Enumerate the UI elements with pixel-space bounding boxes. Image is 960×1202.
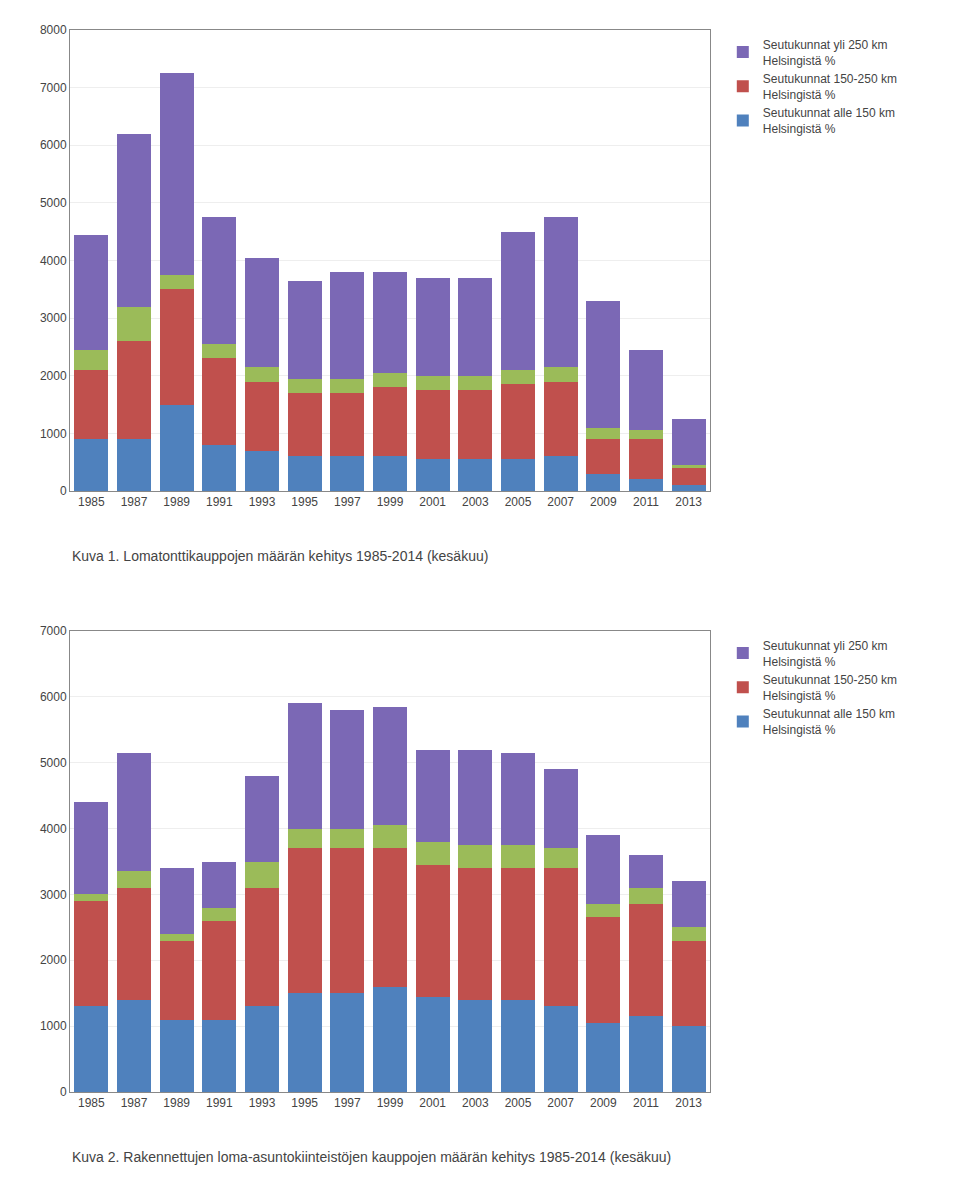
- svg-text:2001: 2001: [419, 1096, 446, 1110]
- svg-text:8000: 8000: [40, 23, 67, 37]
- svg-text:Kuva 1. Lomatonttikauppojen mä: Kuva 1. Lomatonttikauppojen määrän kehit…: [72, 548, 488, 564]
- svg-text:2003: 2003: [462, 495, 489, 509]
- svg-text:1985: 1985: [78, 1096, 105, 1110]
- svg-text:1991: 1991: [206, 1096, 233, 1110]
- svg-text:3000: 3000: [40, 888, 67, 902]
- svg-text:1987: 1987: [121, 1096, 148, 1110]
- svg-text:6000: 6000: [40, 690, 67, 704]
- svg-text:0: 0: [60, 1085, 67, 1099]
- svg-text:1995: 1995: [291, 495, 318, 509]
- svg-text:Kuva 2. Rakennettujen loma-asu: Kuva 2. Rakennettujen loma-asuntokiintei…: [72, 1149, 671, 1165]
- svg-text:Seutukunnat alle 150 kmHelsing: Seutukunnat alle 150 kmHelsingistä %: [763, 106, 895, 136]
- svg-text:1987: 1987: [121, 495, 148, 509]
- svg-text:2000: 2000: [40, 953, 67, 967]
- svg-text:1993: 1993: [249, 1096, 276, 1110]
- svg-text:2007: 2007: [547, 495, 574, 509]
- svg-text:2011: 2011: [633, 495, 659, 509]
- svg-text:3000: 3000: [40, 311, 67, 325]
- svg-text:1991: 1991: [206, 495, 233, 509]
- svg-text:Seutukunnat 150-250 kmHelsingi: Seutukunnat 150-250 kmHelsingistä %: [763, 72, 897, 102]
- svg-text:6000: 6000: [40, 138, 67, 152]
- svg-text:0: 0: [60, 484, 67, 498]
- svg-text:7000: 7000: [40, 624, 67, 638]
- svg-text:Seutukunnat alle 150 kmHelsing: Seutukunnat alle 150 kmHelsingistä %: [763, 707, 895, 737]
- svg-text:5000: 5000: [40, 756, 67, 770]
- svg-text:1995: 1995: [291, 1096, 318, 1110]
- svg-text:2013: 2013: [675, 495, 702, 509]
- svg-text:Seutukunnat 150-250 kmHelsingi: Seutukunnat 150-250 kmHelsingistä %: [763, 673, 897, 703]
- svg-text:2011: 2011: [633, 1096, 659, 1110]
- svg-text:4000: 4000: [40, 822, 67, 836]
- svg-text:1997: 1997: [334, 495, 361, 509]
- svg-text:7000: 7000: [40, 81, 67, 95]
- svg-text:1000: 1000: [40, 427, 67, 441]
- svg-text:2013: 2013: [675, 1096, 702, 1110]
- svg-text:2009: 2009: [590, 495, 617, 509]
- svg-text:Seutukunnat yli 250 kmHelsingi: Seutukunnat yli 250 kmHelsingistä %: [763, 38, 888, 68]
- svg-text:2003: 2003: [462, 1096, 489, 1110]
- svg-text:1993: 1993: [249, 495, 276, 509]
- svg-text:2001: 2001: [419, 495, 446, 509]
- svg-text:1999: 1999: [377, 495, 404, 509]
- svg-text:2007: 2007: [547, 1096, 574, 1110]
- svg-text:2005: 2005: [505, 1096, 532, 1110]
- svg-text:5000: 5000: [40, 196, 67, 210]
- svg-text:1999: 1999: [377, 1096, 404, 1110]
- svg-text:2000: 2000: [40, 369, 67, 383]
- svg-text:Seutukunnat yli 250 kmHelsingi: Seutukunnat yli 250 kmHelsingistä %: [763, 639, 888, 669]
- svg-text:1000: 1000: [40, 1019, 67, 1033]
- svg-text:1989: 1989: [163, 495, 190, 509]
- svg-text:2009: 2009: [590, 1096, 617, 1110]
- svg-text:1997: 1997: [334, 1096, 361, 1110]
- svg-text:2005: 2005: [505, 495, 532, 509]
- svg-text:1985: 1985: [78, 495, 105, 509]
- svg-text:1989: 1989: [163, 1096, 190, 1110]
- svg-text:4000: 4000: [40, 254, 67, 268]
